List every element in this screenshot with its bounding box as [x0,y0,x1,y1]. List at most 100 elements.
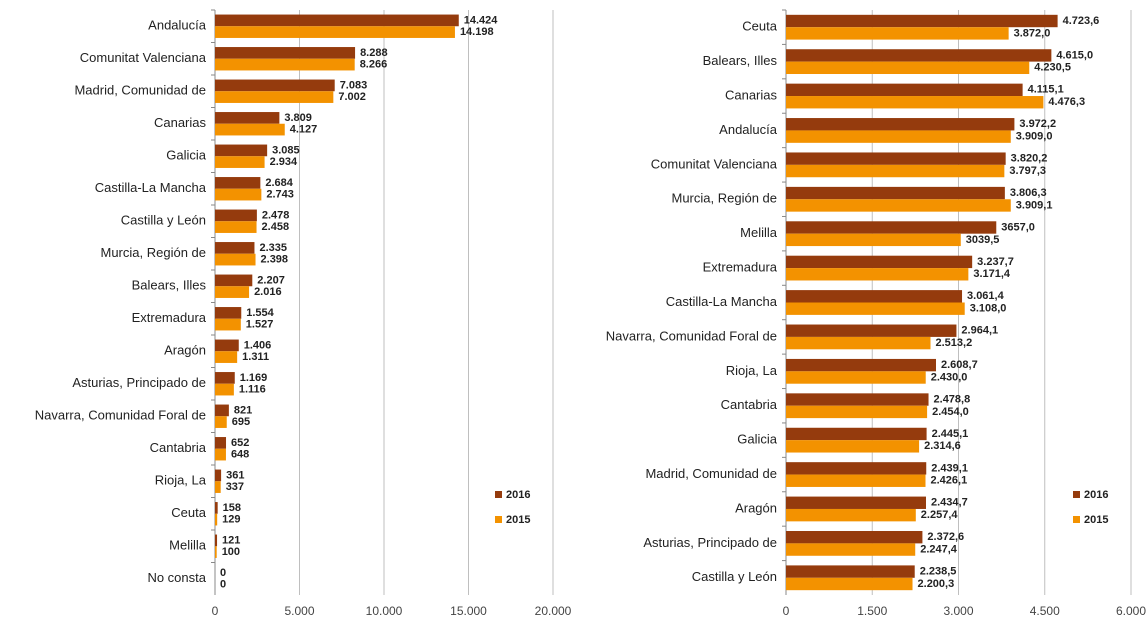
y-tick-label: Rioja, La [726,363,778,378]
bar [786,290,963,303]
x-tick-label: 3.000 [943,604,973,618]
y-tick-label: Asturias, Principado de [72,375,206,390]
value-label: 7.083 [340,79,368,91]
value-label: 121 [222,534,240,546]
value-label: 4.615,0 [1056,49,1093,61]
value-label: 3657,0 [1001,221,1035,233]
bar [215,404,229,417]
x-tick-label: 4.500 [1030,604,1060,618]
value-label: 158 [223,502,241,514]
y-tick-label: Extremadura [703,260,778,275]
bar [786,530,923,544]
y-tick-label: Madrid, Comunidad de [74,83,206,98]
y-tick-label: Cantabria [721,397,778,412]
bar [215,307,242,319]
x-tick-label: 20.000 [535,604,572,618]
bar [215,502,218,514]
bar [786,96,1044,109]
value-label: 2.513,2 [936,337,973,349]
y-tick-label: Aragón [735,500,777,515]
value-label: 2.426,1 [931,475,968,487]
bar [786,27,1009,40]
value-label: 8.288 [360,47,388,59]
value-label: 2.608,7 [941,359,978,371]
y-tick-label: Balears, Illes [132,278,207,293]
bar [215,513,218,526]
bar [786,474,926,487]
bar [215,123,285,136]
bar [215,469,222,482]
y-tick-label: Canarias [725,87,778,102]
bar [786,233,961,247]
bar [215,91,334,103]
value-label: 0 [220,579,226,591]
bar [786,577,913,591]
y-tick-label: Balears, Illes [703,53,778,68]
bar [215,79,335,92]
legend-label: 2015 [506,514,530,526]
bar [786,405,928,419]
bar [786,49,1052,62]
value-label: 2.398 [261,254,289,266]
bar [786,14,1058,28]
x-tick-label: 15.000 [450,604,487,618]
bar [786,302,965,315]
value-label: 3.797,3 [1009,165,1046,177]
value-label: 3.972,2 [1019,118,1056,130]
y-tick-label: Castilla-La Mancha [666,294,778,309]
value-label: 14.424 [464,14,499,26]
legend-swatch [495,491,502,498]
bar [786,199,1011,212]
value-label: 3.061,4 [967,290,1005,302]
y-tick-label: Comunitat Valenciana [80,50,207,65]
value-label: 100 [222,546,240,558]
x-tick-label: 0 [212,604,219,618]
bar [786,186,1005,200]
value-label: 1.169 [240,372,268,384]
value-label: 3.108,0 [970,303,1007,315]
value-label: 0 [220,567,226,579]
bar [215,144,268,157]
y-tick-label: Melilla [169,538,207,553]
x-tick-label: 0 [783,604,790,618]
value-label: 1.311 [242,351,269,363]
y-tick-label: Navarra, Comunidad Foral de [35,408,206,423]
value-label: 4.127 [290,124,318,136]
y-tick-label: Castilla y León [692,569,777,584]
bar [215,534,218,547]
bar [786,358,937,372]
value-label: 2.238,5 [920,566,957,578]
bar [215,383,234,396]
value-label: 2.372,6 [927,531,964,543]
value-label: 2.964,1 [961,325,998,337]
bar [215,188,262,201]
y-tick-label: Murcia, Región de [672,191,778,206]
bar [215,437,227,449]
bar [786,268,969,281]
y-tick-label: Galicia [166,148,207,163]
value-label: 2.200,3 [918,578,955,590]
value-label: 1.554 [246,307,274,319]
bar [215,177,261,189]
value-label: 2.314,6 [924,440,961,452]
bar [215,448,226,461]
bar [786,496,926,509]
value-label: 4.723,6 [1063,15,1100,27]
y-tick-label: Aragón [164,343,206,358]
value-label: 3.909,0 [1016,131,1053,143]
value-label: 2.247,4 [920,543,958,555]
bar [786,565,915,578]
y-tick-label: Castilla-La Mancha [95,180,207,195]
y-tick-label: Ceuta [171,505,206,520]
bar [786,130,1011,143]
value-label: 3039,5 [966,234,1000,246]
bar [786,543,916,556]
y-tick-label: Rioja, La [155,473,207,488]
bar [786,462,927,475]
y-tick-label: No consta [147,570,206,585]
bar [215,58,355,71]
value-label: 2.335 [259,242,287,254]
bar [215,221,257,233]
bar [786,336,931,350]
